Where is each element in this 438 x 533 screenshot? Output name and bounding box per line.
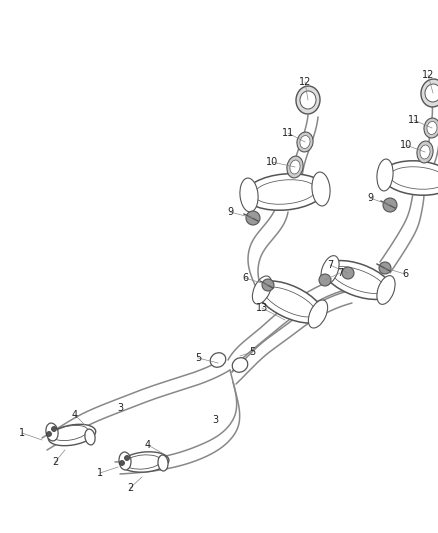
Ellipse shape [85, 429, 95, 445]
Ellipse shape [324, 261, 392, 300]
Text: 4: 4 [72, 410, 78, 420]
Text: 7: 7 [327, 260, 333, 270]
Ellipse shape [48, 424, 95, 446]
Ellipse shape [390, 167, 438, 189]
Circle shape [262, 279, 274, 291]
Text: 9: 9 [227, 207, 233, 217]
Text: 3: 3 [117, 403, 123, 413]
Ellipse shape [421, 79, 438, 107]
Text: 11: 11 [408, 115, 420, 125]
Ellipse shape [296, 86, 320, 114]
Text: 6: 6 [402, 269, 408, 279]
Ellipse shape [287, 156, 303, 178]
Ellipse shape [119, 452, 131, 470]
Text: 11: 11 [282, 128, 294, 138]
Circle shape [319, 274, 331, 286]
Ellipse shape [52, 425, 88, 441]
Text: 5: 5 [195, 353, 201, 363]
Ellipse shape [121, 452, 169, 472]
Circle shape [342, 267, 354, 279]
Ellipse shape [264, 287, 316, 317]
Ellipse shape [210, 353, 226, 367]
Ellipse shape [46, 423, 58, 441]
Text: 2: 2 [127, 483, 133, 493]
Text: 10: 10 [266, 157, 278, 167]
Text: 9: 9 [367, 193, 373, 203]
Ellipse shape [245, 174, 325, 210]
Ellipse shape [332, 266, 385, 294]
Ellipse shape [308, 300, 328, 328]
Ellipse shape [300, 135, 310, 149]
Text: 4: 4 [145, 440, 151, 450]
Ellipse shape [254, 180, 316, 204]
Circle shape [120, 461, 124, 465]
Ellipse shape [377, 276, 395, 304]
Text: 10: 10 [400, 140, 412, 150]
Circle shape [52, 426, 57, 432]
Circle shape [379, 262, 391, 274]
Ellipse shape [377, 159, 393, 191]
Ellipse shape [158, 455, 168, 471]
Text: 1: 1 [19, 428, 25, 438]
Ellipse shape [420, 145, 430, 159]
Ellipse shape [125, 455, 161, 469]
Text: 3: 3 [212, 415, 218, 425]
Ellipse shape [427, 122, 437, 134]
Circle shape [124, 456, 130, 461]
Ellipse shape [312, 172, 330, 206]
Ellipse shape [417, 141, 433, 163]
Circle shape [246, 211, 260, 225]
Ellipse shape [424, 118, 438, 138]
Ellipse shape [232, 358, 248, 372]
Ellipse shape [252, 276, 272, 304]
Text: 2: 2 [52, 457, 58, 467]
Text: 12: 12 [299, 77, 311, 87]
Ellipse shape [290, 160, 300, 174]
Text: 1: 1 [97, 468, 103, 478]
Ellipse shape [382, 161, 438, 195]
Ellipse shape [240, 178, 258, 212]
Circle shape [383, 198, 397, 212]
Ellipse shape [321, 256, 339, 285]
Ellipse shape [300, 91, 316, 109]
Ellipse shape [425, 84, 438, 102]
Text: 7: 7 [337, 268, 343, 278]
Text: 12: 12 [422, 70, 434, 80]
Ellipse shape [297, 132, 313, 152]
Ellipse shape [257, 281, 323, 323]
Circle shape [46, 432, 52, 437]
Text: 6: 6 [242, 273, 248, 283]
Text: 5: 5 [249, 347, 255, 357]
Text: 13: 13 [256, 303, 268, 313]
